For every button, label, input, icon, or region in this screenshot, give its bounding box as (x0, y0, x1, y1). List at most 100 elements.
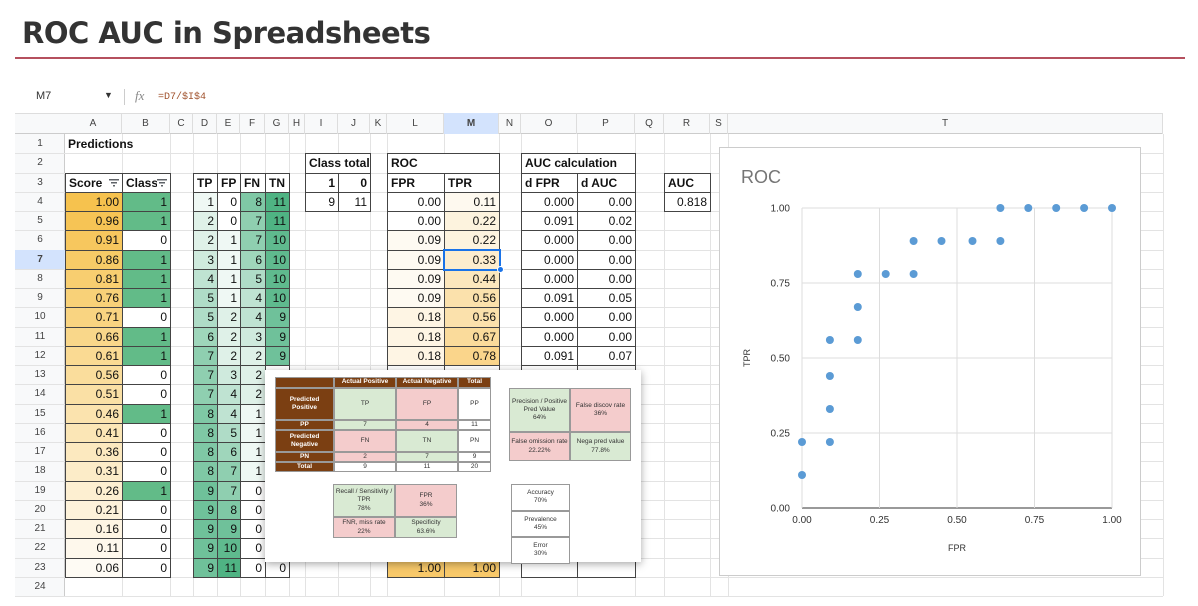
row-header[interactable]: 22 (34, 542, 46, 554)
column-header[interactable]: I (305, 113, 338, 134)
column-header[interactable]: F (240, 113, 265, 134)
row-header[interactable]: 15 (34, 407, 46, 419)
row-header[interactable]: 5 (37, 215, 43, 227)
row-header[interactable]: 9 (37, 292, 43, 304)
cell-text: 0.091 (543, 291, 574, 306)
column-header[interactable]: R (664, 113, 710, 134)
cell: 0.22 (444, 230, 500, 251)
cell: 0.46 (65, 403, 123, 424)
text: False discov rate (575, 401, 626, 409)
cell: 1 (122, 345, 171, 366)
cell: 0.66 (65, 326, 123, 347)
fill-handle[interactable] (497, 265, 504, 273)
cell-text: 0.67 (472, 329, 496, 344)
text: 9 (472, 452, 477, 460)
cell: Predictions (65, 134, 133, 154)
column-header[interactable]: D (193, 113, 217, 134)
cell: 0.00 (577, 326, 636, 347)
cell-text: 0.091 (543, 214, 574, 229)
cell: 0.61 (65, 345, 123, 366)
row-header[interactable]: 8 (37, 272, 43, 284)
cell-text: 0.00 (608, 310, 632, 325)
point (996, 204, 1005, 212)
rate-metric: FPR 36% (395, 484, 457, 517)
cell-text: 0.66 (95, 329, 119, 344)
cell: 0 (122, 365, 171, 386)
row-header[interactable]: 11 (34, 330, 46, 342)
cell: 0 (122, 557, 171, 578)
row-header[interactable]: 23 (34, 561, 46, 573)
cell: 1 (122, 403, 171, 424)
cell: 8 (193, 442, 218, 463)
column-header[interactable]: T (728, 113, 1163, 134)
column-header[interactable]: B (122, 113, 170, 134)
row-header[interactable]: 10 (34, 311, 46, 323)
row-header[interactable]: 1 (37, 138, 43, 150)
cell: 8 (193, 461, 218, 482)
row-header[interactable]: 19 (34, 484, 46, 496)
cell-text: 1.00 (472, 560, 496, 575)
column-header[interactable]: S (710, 113, 728, 134)
cell-text: 0.46 (95, 406, 119, 421)
row-header[interactable]: 20 (34, 503, 46, 515)
cell: 4 (217, 384, 241, 405)
column-header[interactable]: E (217, 113, 240, 134)
cell-text: 2 (255, 368, 262, 383)
row-header[interactable]: 24 (34, 580, 46, 592)
cell-text: 8 (207, 406, 214, 421)
row-header[interactable]: 18 (34, 465, 46, 477)
row-header[interactable]: 3 (37, 176, 43, 188)
formula[interactable]: =D7/$I$4 (158, 92, 207, 103)
point (825, 405, 834, 413)
row-header[interactable]: 12 (34, 349, 46, 361)
cell: 2 (217, 307, 241, 328)
cell: 1 (217, 268, 241, 289)
point (909, 237, 918, 245)
x-tick-label: 0.50 (947, 515, 967, 526)
row-header[interactable]: 14 (34, 388, 46, 400)
cell-text: 8 (207, 445, 214, 460)
column-header[interactable]: L (387, 113, 444, 134)
column-header[interactable]: J (338, 113, 370, 134)
x-tick-label: 0.25 (870, 515, 890, 526)
row-header[interactable]: 6 (37, 234, 43, 246)
column-header[interactable]: Q (635, 113, 664, 134)
text: Total (466, 378, 483, 386)
row-header[interactable]: 4 (37, 195, 43, 207)
row-header[interactable]: 13 (34, 369, 46, 381)
cell-text: 0 (160, 233, 167, 248)
cell: 0.91 (65, 230, 123, 251)
cell: 0.091 (521, 211, 578, 232)
cell: 1 (217, 288, 241, 309)
column-header[interactable]: P (577, 113, 635, 134)
filter-icon[interactable] (109, 178, 119, 187)
column-header[interactable]: H (289, 113, 305, 134)
column-header[interactable]: A (65, 113, 122, 134)
column-header[interactable]: M (444, 113, 499, 134)
row-header[interactable]: 2 (37, 157, 43, 169)
cell-text: 2 (230, 348, 237, 363)
cell: 9 (305, 191, 339, 212)
cell-text: TP (197, 175, 213, 190)
row-header[interactable]: 16 (34, 426, 46, 438)
matrix-row-label: Predicted Negative (275, 430, 334, 452)
cell: d FPR (521, 172, 578, 193)
name-box-dropdown[interactable]: ▼ (104, 90, 113, 100)
cell: AUC (664, 172, 711, 193)
row-header[interactable]: 7 (15, 249, 65, 269)
name-box[interactable]: M7 (36, 90, 52, 102)
point (798, 471, 806, 479)
column-header[interactable]: N (499, 113, 521, 134)
column-header[interactable]: O (521, 113, 577, 134)
cell: 1 (122, 191, 171, 212)
matrix-row-label: PN (275, 452, 334, 462)
rate-metric: Recall / Sensitivity / TPR 78% (333, 484, 395, 517)
cell: TPR (444, 172, 500, 193)
row-header[interactable]: 17 (34, 446, 46, 458)
cell: 0.56 (444, 307, 500, 328)
column-header[interactable]: K (370, 113, 387, 134)
column-header[interactable]: G (265, 113, 289, 134)
column-header[interactable]: C (170, 113, 193, 134)
filter-icon[interactable] (157, 178, 167, 187)
row-header[interactable]: 21 (34, 523, 46, 535)
